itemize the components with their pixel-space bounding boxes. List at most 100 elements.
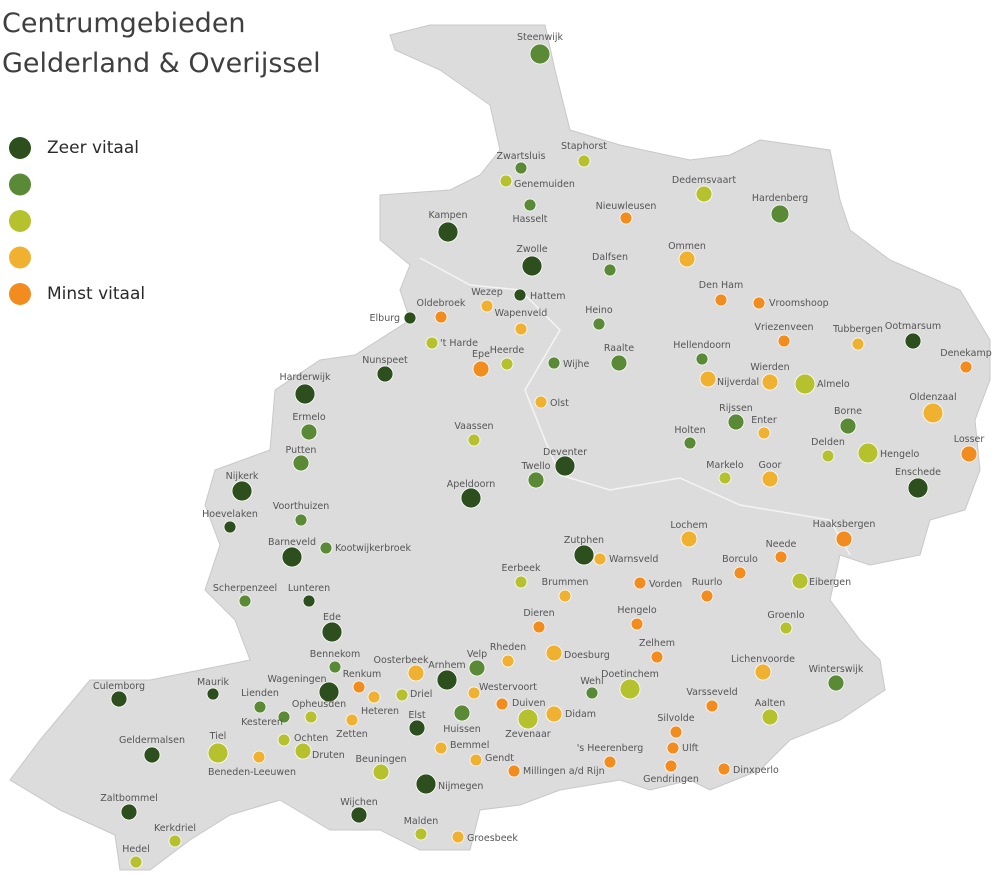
place-label: Vaassen — [454, 421, 493, 432]
place-label: Den Ham — [699, 280, 743, 291]
place-label: Kerkdriel — [154, 823, 196, 834]
place-label: Nijkerk — [226, 471, 259, 482]
place-marker — [678, 250, 696, 268]
place-marker — [253, 700, 267, 714]
place-marker — [434, 741, 448, 755]
place-label: Wijchen — [340, 797, 378, 808]
place-label: Eibergen — [809, 577, 851, 588]
place-marker — [754, 663, 772, 681]
place-label: Neede — [766, 539, 797, 550]
place-label: Vorden — [649, 579, 682, 590]
place-label: Dieren — [523, 608, 554, 619]
place-label: Druten — [312, 750, 345, 761]
place-marker — [717, 762, 731, 776]
place-label: Ommen — [668, 241, 706, 252]
place-marker — [223, 520, 237, 534]
place-marker — [529, 43, 551, 65]
place-label: Doetinchem — [601, 669, 659, 680]
place-marker — [277, 733, 291, 747]
place-label: Zetten — [336, 729, 368, 740]
place-marker — [495, 697, 509, 711]
place-label: Didam — [565, 709, 596, 720]
place-label: Hasselt — [512, 214, 547, 225]
legend-swatch — [9, 137, 31, 159]
place-marker — [352, 680, 366, 694]
place-marker — [499, 174, 513, 188]
place-marker — [453, 704, 471, 722]
place-label: Dalfsen — [592, 252, 628, 263]
place-label: Dinxperlo — [733, 765, 779, 776]
place-marker — [321, 621, 343, 643]
legend-swatch — [9, 246, 31, 269]
place-label: Denekamp — [940, 348, 991, 359]
place-label: Kesteren — [241, 717, 283, 728]
place-marker — [761, 373, 779, 391]
place-marker — [959, 360, 973, 374]
place-label: Steenwijk — [517, 32, 564, 43]
place-label: Varsseveld — [686, 687, 737, 698]
place-marker — [403, 311, 417, 325]
place-label: Ruurlo — [692, 577, 723, 588]
place-label: Dedemsvaart — [672, 175, 736, 186]
place-label: Lunteren — [288, 583, 330, 594]
place-label: Borne — [834, 406, 862, 417]
place-label: Voorthuizen — [273, 501, 330, 512]
place-label: Brummen — [542, 577, 589, 588]
place-marker — [577, 154, 591, 168]
place-label: Markelo — [706, 460, 744, 471]
place-label: Holten — [674, 425, 705, 436]
place-label: Zevenaar — [505, 729, 550, 740]
place-label: Deventer — [543, 447, 587, 458]
place-label: Apeldoorn — [447, 479, 495, 490]
place-marker — [603, 263, 617, 277]
place-marker — [851, 337, 865, 351]
place-marker — [345, 713, 359, 727]
place-label: Ochten — [294, 733, 328, 744]
place-label: Hoevelaken — [202, 509, 258, 520]
place-marker — [727, 413, 745, 431]
place-label: Millingen a/d Rijn — [523, 766, 605, 777]
place-marker — [408, 719, 426, 737]
place-label: Renkum — [343, 669, 382, 680]
place-label: Westervoort — [479, 682, 537, 693]
place-label: Raalte — [604, 343, 634, 354]
place-marker — [558, 589, 572, 603]
place-marker — [827, 674, 845, 692]
place-marker — [610, 354, 628, 372]
place-marker — [294, 513, 308, 527]
place-label: Beuningen — [356, 754, 407, 765]
place-marker — [521, 255, 543, 277]
place-label: Scherpenzeel — [213, 583, 277, 594]
place-marker — [779, 621, 793, 635]
place-marker — [757, 426, 771, 440]
place-label: Aalten — [755, 698, 786, 709]
place-label: Groesbeek — [467, 833, 518, 844]
place-label: Gendt — [485, 753, 514, 764]
place-label: Hellendoorn — [673, 340, 731, 351]
place-label: Driel — [410, 689, 432, 700]
place-label: Oldenzaal — [909, 392, 956, 403]
place-label: Kampen — [428, 210, 467, 221]
place-label: Hattem — [530, 291, 566, 302]
place-marker — [619, 678, 641, 700]
place-marker — [231, 480, 253, 502]
legend-swatch — [9, 173, 31, 196]
place-label: Ermelo — [292, 412, 325, 423]
place-marker — [683, 436, 697, 450]
province-border — [419, 257, 851, 556]
place-marker — [922, 402, 944, 424]
place-label: Kootwijkerbroek — [335, 543, 411, 554]
place-label: Zwolle — [516, 244, 547, 255]
place-marker — [857, 442, 879, 464]
place-label: Borculo — [722, 554, 758, 565]
place-marker — [514, 575, 528, 589]
place-label: Eerbeek — [502, 563, 541, 574]
place-label: Nunspeet — [362, 355, 408, 366]
place-marker — [507, 764, 521, 778]
place-label: Ede — [323, 612, 341, 623]
place-marker — [120, 803, 138, 821]
place-label: Zelhem — [639, 638, 675, 649]
place-label: Twello — [521, 461, 551, 472]
place-marker — [821, 449, 835, 463]
place-label: Almelo — [817, 379, 850, 390]
